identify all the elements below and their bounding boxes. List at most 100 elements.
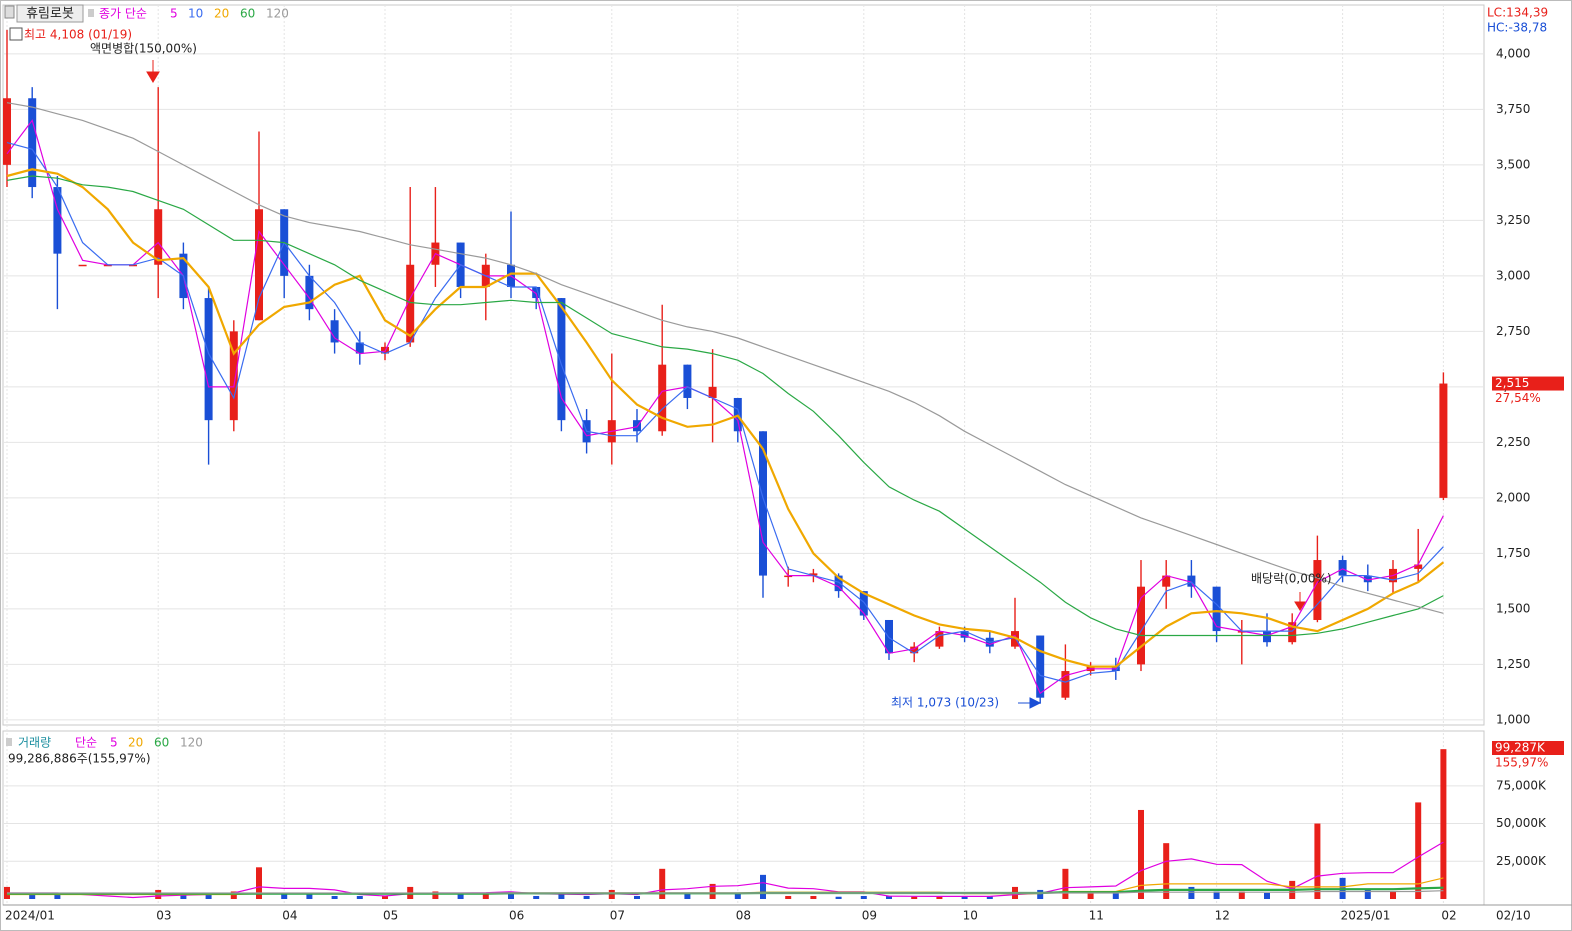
ma-line — [6, 175, 1444, 637]
x-tick-label: 12 — [1215, 909, 1230, 923]
legend-entry: 20 — [214, 7, 229, 21]
last-value-box — [1492, 741, 1564, 755]
candle-body — [229, 331, 238, 421]
volume-bar — [810, 895, 817, 899]
legend-entry: 120 — [180, 736, 203, 750]
y-tick-label: 75,000K — [1496, 778, 1547, 792]
y-tick-label: 1,750 — [1496, 546, 1530, 560]
x-tick-label: 10 — [963, 909, 978, 923]
arrow — [146, 60, 160, 83]
volume-bar — [1390, 891, 1396, 899]
candle-body — [3, 98, 11, 165]
legend-label: 종가 단순 — [99, 7, 147, 21]
annotation: 액면병합(150,00%) — [90, 42, 197, 56]
x-tick-label: 2024/01 — [5, 909, 55, 923]
legend: 5 20 60 120 — [110, 736, 203, 750]
candle-body — [1439, 383, 1448, 498]
volume-bar — [1238, 891, 1245, 899]
volume-bar — [1138, 809, 1144, 899]
volume-bar — [1314, 823, 1321, 899]
candle-body — [633, 420, 641, 432]
candle-body — [1288, 622, 1297, 643]
volume-bar — [608, 889, 615, 899]
arrow — [1018, 697, 1042, 709]
volume-bar — [986, 895, 993, 899]
y-tick-label: 3,250 — [1496, 213, 1530, 227]
volume-bar — [54, 894, 61, 899]
volume-bar — [508, 891, 514, 899]
volume-bar — [29, 894, 36, 899]
candle-body — [557, 298, 566, 421]
y-tick-label: 1,500 — [1496, 601, 1530, 615]
candle-body — [330, 320, 339, 343]
candle-body — [759, 431, 767, 576]
legend-entry: 10 — [188, 7, 203, 21]
volume-title: 거래량 — [18, 736, 51, 750]
candle-body — [103, 264, 112, 267]
x-tick-label: 08 — [736, 909, 751, 923]
candle-body — [129, 264, 137, 267]
volume-bar — [860, 895, 867, 899]
x-tick-label: 03 — [156, 909, 171, 923]
candle-body — [78, 264, 87, 267]
volume-bar — [533, 895, 540, 899]
x-tick-label: 06 — [509, 909, 524, 923]
candle-body — [1187, 575, 1196, 587]
volume-bar — [886, 895, 892, 899]
volume-bar — [356, 895, 363, 899]
x-tick-label: 04 — [282, 909, 297, 923]
candle-body — [1363, 575, 1372, 583]
candle-body — [204, 298, 213, 421]
volume-bar — [1062, 868, 1069, 899]
candle-body — [154, 209, 163, 265]
legend-entry: 5 — [110, 736, 118, 750]
legend-entry: 60 — [154, 736, 169, 750]
x-tick-label: 2025/01 — [1341, 909, 1391, 923]
x-end-label: 02/10 — [1496, 909, 1531, 923]
legend-label: 단순 — [75, 736, 97, 750]
annotation: 배당락(0,00%) — [1251, 572, 1332, 586]
legend-entry: 120 — [266, 7, 289, 21]
y-tick-label: 50,000K — [1496, 816, 1547, 830]
indicator: LC:134,39 — [1487, 6, 1548, 20]
y-tick-label: 2,750 — [1496, 324, 1530, 338]
price-panel — [2, 4, 1485, 726]
x-tick-label: 11 — [1089, 909, 1104, 923]
change-label: 27,54% — [1495, 391, 1541, 405]
volume-bar — [432, 891, 439, 899]
candle-body — [910, 646, 919, 654]
volume-bar — [1188, 886, 1195, 899]
volume-bar — [558, 894, 565, 899]
arrow — [1294, 592, 1306, 611]
icon — [9, 27, 23, 41]
candle-body — [305, 275, 314, 310]
volume-bar — [961, 896, 968, 899]
y-tick-label: 2,250 — [1496, 435, 1530, 449]
volume-bar — [281, 892, 288, 899]
volume-bar — [583, 895, 590, 899]
candle-body — [1313, 560, 1322, 620]
ma-line — [6, 168, 1445, 668]
candle-body — [1162, 575, 1171, 587]
candle-body — [355, 342, 364, 354]
volume-bar — [230, 891, 237, 899]
candle-body — [784, 575, 793, 578]
volume-bar — [256, 867, 262, 899]
change-label: 155,97% — [1495, 756, 1548, 770]
legend-entry: 20 — [128, 736, 143, 750]
volume-bar — [1213, 891, 1220, 899]
title-box — [16, 4, 84, 23]
volume-bar — [911, 896, 918, 899]
candle-body — [1414, 564, 1423, 569]
candle-body — [255, 209, 263, 321]
candle-body — [1263, 631, 1271, 643]
y-tick-label: 4,000 — [1496, 46, 1530, 60]
volume-bar — [684, 892, 691, 899]
ma-line — [7, 890, 1444, 894]
candle-body — [1237, 631, 1246, 633]
y-tick-label: 2,000 — [1496, 490, 1530, 504]
x-tick-label: 07 — [610, 909, 625, 923]
y-tick-label: 25,000K — [1496, 854, 1547, 868]
volume-bar — [1415, 802, 1422, 899]
